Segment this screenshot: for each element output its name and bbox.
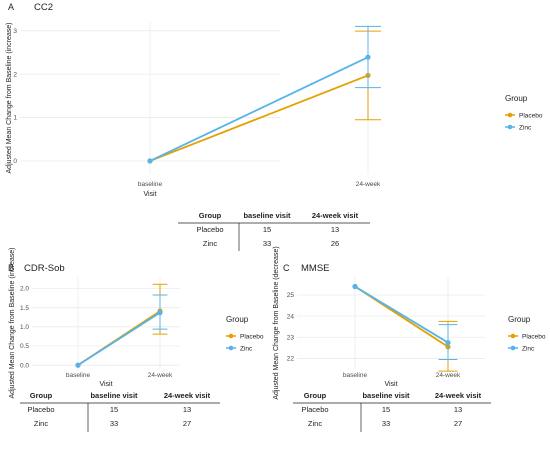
- panel-letter: A: [8, 2, 14, 12]
- legend-key-point-zinc: [510, 345, 516, 351]
- legend-key-point-zinc: [507, 124, 513, 130]
- y-tick-label: 3: [13, 28, 17, 35]
- zinc-series-line: [149, 56, 369, 162]
- table-cell: 33: [263, 239, 271, 248]
- x-axis-title: Visit: [99, 381, 112, 388]
- zinc-data-point: [75, 362, 81, 368]
- y-tick-label: 2: [13, 71, 17, 78]
- y-tick-label: 1.5: [20, 305, 29, 312]
- table-cell: 27: [454, 419, 462, 428]
- zinc-data-point: [352, 283, 358, 290]
- x-tick-label: 24-week: [356, 181, 381, 188]
- table-header: Group: [199, 211, 222, 220]
- x-axis-title: Visit: [384, 381, 397, 388]
- y-tick-label: 1.0: [20, 324, 29, 331]
- panel-c: C MMSE 22 23 24 25 baseline 24-week Visit Adjuste…: [273, 246, 546, 432]
- legend-title: Group: [508, 315, 531, 324]
- x-axis-title: Visit: [143, 191, 156, 198]
- panel-title: MMSE: [301, 263, 330, 274]
- zinc-data-point: [157, 310, 163, 316]
- y-tick-label: 23: [287, 334, 295, 341]
- table-cell: 13: [454, 405, 462, 414]
- table-cell: Zinc: [308, 419, 322, 428]
- panel-letter: C: [283, 263, 290, 273]
- x-tick-label: baseline: [343, 372, 368, 379]
- y-tick-label: 1: [13, 115, 17, 122]
- legend-label-placebo: Placebo: [519, 112, 543, 119]
- legend-label-placebo: Placebo: [240, 333, 264, 340]
- table-header: Group: [30, 391, 53, 400]
- table-cell: Zinc: [34, 419, 48, 428]
- x-tick-label: baseline: [66, 372, 91, 379]
- y-axis-title: Adjusted Mean Change from Baseline (incr…: [9, 248, 16, 399]
- legend-key-point-placebo: [507, 112, 513, 118]
- table-cell: 15: [382, 405, 390, 414]
- y-tick-label: 22: [287, 356, 295, 363]
- legend-label-zinc: Zinc: [522, 345, 535, 352]
- table-cell: 15: [110, 405, 118, 414]
- y-tick-label: 25: [287, 292, 295, 299]
- table-header: baseline visit: [362, 391, 410, 400]
- table-cell: 15: [263, 225, 271, 234]
- legend-title: Group: [226, 315, 249, 324]
- zinc-data-point: [445, 339, 451, 346]
- table-header: 24-week visit: [312, 211, 359, 220]
- x-tick-label: baseline: [138, 181, 163, 188]
- panel-a: A CC2 0 1 2 3 baseline 24-week Visit Adjusted Mea…: [6, 2, 543, 251]
- y-tick-label: 2.0: [20, 286, 29, 293]
- table-header: 24-week visit: [164, 391, 211, 400]
- x-tick-label: 24-week: [148, 372, 173, 379]
- table-cell: 33: [110, 419, 118, 428]
- zinc-series-line: [354, 285, 449, 344]
- table-cell: 27: [183, 419, 191, 428]
- placebo-series-line: [149, 74, 369, 162]
- table-cell: 26: [331, 239, 339, 248]
- legend-label-zinc: Zinc: [240, 345, 253, 352]
- table-cell: Placebo: [27, 405, 54, 414]
- y-tick-label: 0: [13, 158, 17, 165]
- panel-b: B CDR-Sob 0.0 0.5 1.0 1.5 2.0 baseline 24-week Vi…: [8, 248, 264, 432]
- legend-key-point-zinc: [228, 345, 234, 351]
- x-tick-label: 24-week: [436, 372, 461, 379]
- legend-label-placebo: Placebo: [522, 333, 546, 340]
- zinc-data-point: [147, 158, 153, 164]
- table-cell: 33: [382, 419, 390, 428]
- legend-label-zinc: Zinc: [519, 124, 532, 131]
- table-cell: Zinc: [203, 239, 217, 248]
- y-axis-title: Adjusted Mean Change from Baseline (decr…: [273, 246, 280, 399]
- table-cell: 13: [331, 225, 339, 234]
- y-tick-label: 0.5: [20, 343, 29, 350]
- y-tick-label: 24: [287, 313, 295, 320]
- legend-key-point-placebo: [510, 333, 516, 339]
- y-tick-label: 0.0: [20, 362, 29, 369]
- table-header: baseline visit: [90, 391, 138, 400]
- table-cell: Placebo: [196, 225, 223, 234]
- table-header: 24-week visit: [435, 391, 482, 400]
- y-axis-title: Adjusted Mean Change from Baseline (incr…: [6, 23, 13, 174]
- table-cell: Placebo: [301, 405, 328, 414]
- panel-letter: B: [8, 263, 14, 273]
- table-header: baseline visit: [243, 211, 291, 220]
- zinc-data-point: [365, 54, 371, 60]
- panel-title: CC2: [34, 2, 53, 13]
- table-header: Group: [304, 391, 327, 400]
- legend-key-point-placebo: [228, 333, 234, 339]
- legend-title: Group: [505, 94, 528, 103]
- table-cell: 13: [183, 405, 191, 414]
- panel-title: CDR-Sob: [24, 263, 65, 274]
- zinc-series-line: [77, 311, 161, 366]
